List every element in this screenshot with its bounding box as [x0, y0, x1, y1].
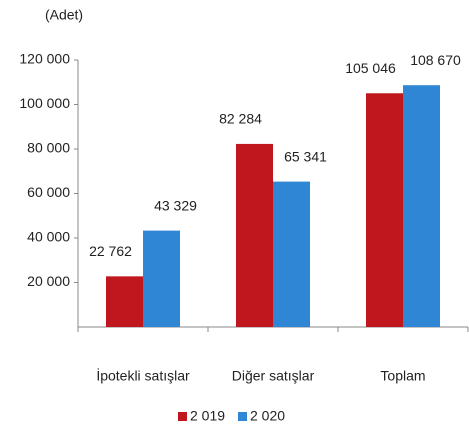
bar — [106, 276, 143, 327]
value-label: 65 341 — [284, 148, 327, 164]
x-tick-label: Diğer satışlar — [232, 368, 315, 384]
value-label: 82 284 — [219, 111, 262, 127]
legend-swatch — [238, 412, 247, 421]
value-label: 22 762 — [89, 243, 132, 259]
legend-label: 2 020 — [250, 408, 285, 424]
bar — [403, 85, 440, 327]
legend-label: 2 019 — [190, 408, 225, 424]
bar — [366, 93, 403, 328]
y-tick-label: 20 000 — [27, 273, 70, 289]
y-tick-label: 100 000 — [19, 95, 70, 111]
bar — [236, 143, 273, 327]
x-tick-label: İpotekli satışlar — [96, 367, 190, 384]
value-label: 105 046 — [345, 60, 396, 76]
legend-swatch — [178, 412, 187, 421]
y-tick-label: 40 000 — [27, 229, 70, 245]
x-tick-label: Toplam — [380, 368, 425, 384]
y-tick-label: 120 000 — [19, 51, 70, 67]
bar — [143, 230, 180, 327]
value-label: 43 329 — [154, 197, 197, 213]
y-tick-label: 80 000 — [27, 140, 70, 156]
value-label: 108 670 — [410, 52, 461, 68]
y-unit-label: (Adet) — [45, 7, 83, 23]
bar — [273, 181, 310, 327]
y-tick-label: 60 000 — [27, 184, 70, 200]
